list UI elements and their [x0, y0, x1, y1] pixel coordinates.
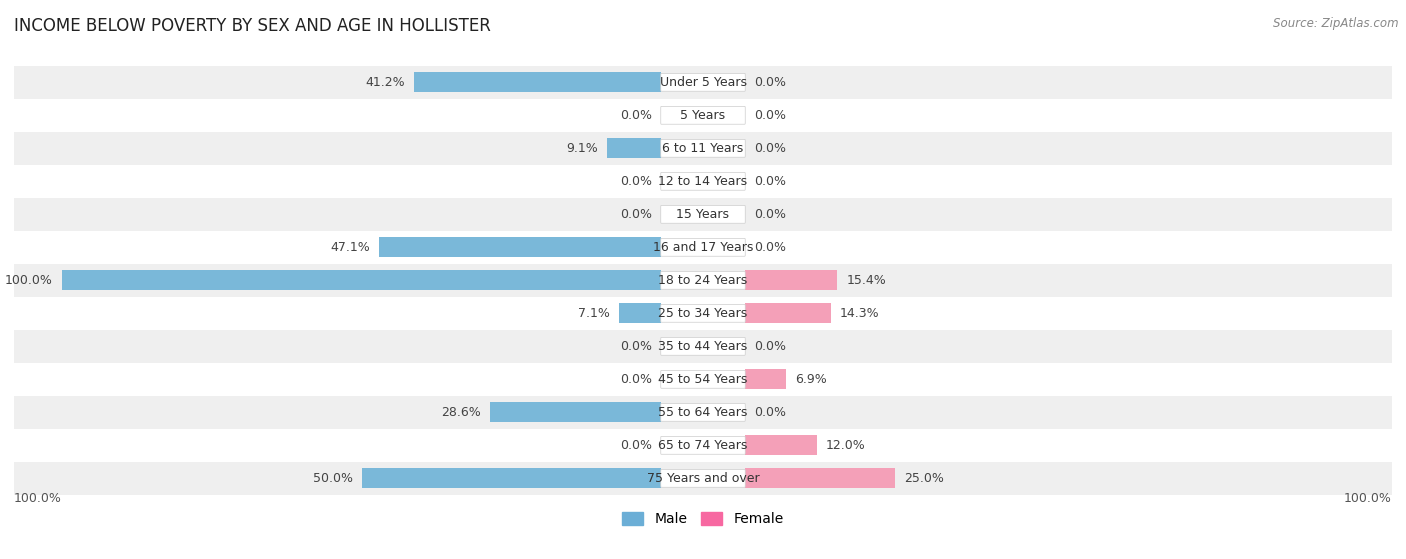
Text: 50.0%: 50.0% [312, 472, 353, 485]
Bar [745, 304, 831, 323]
Bar [14, 132, 1392, 165]
Text: 0.0%: 0.0% [754, 175, 786, 188]
Bar [745, 435, 817, 455]
Bar [14, 462, 1392, 495]
Text: 41.2%: 41.2% [366, 76, 405, 89]
Bar [489, 402, 661, 422]
Text: 47.1%: 47.1% [330, 241, 370, 254]
Text: 16 and 17 Years: 16 and 17 Years [652, 241, 754, 254]
Bar [745, 369, 786, 389]
Text: 18 to 24 Years: 18 to 24 Years [658, 274, 748, 287]
FancyBboxPatch shape [661, 305, 745, 322]
Text: 14.3%: 14.3% [839, 307, 879, 320]
Bar [14, 396, 1392, 429]
Bar [14, 198, 1392, 231]
Bar [14, 363, 1392, 396]
Text: 0.0%: 0.0% [620, 373, 652, 386]
Text: 100.0%: 100.0% [6, 274, 53, 287]
Text: 0.0%: 0.0% [754, 208, 786, 221]
Text: 0.0%: 0.0% [620, 175, 652, 188]
Text: 0.0%: 0.0% [754, 241, 786, 254]
Text: 6.9%: 6.9% [796, 373, 827, 386]
Text: 7.1%: 7.1% [578, 307, 610, 320]
Text: 0.0%: 0.0% [754, 340, 786, 353]
FancyBboxPatch shape [661, 371, 745, 389]
Text: 12 to 14 Years: 12 to 14 Years [658, 175, 748, 188]
Bar [14, 429, 1392, 462]
Bar [14, 330, 1392, 363]
FancyBboxPatch shape [661, 205, 745, 223]
Bar [745, 271, 837, 290]
Text: 100.0%: 100.0% [1344, 492, 1392, 505]
Bar [14, 66, 1392, 99]
Text: 65 to 74 Years: 65 to 74 Years [658, 439, 748, 452]
Text: 15 Years: 15 Years [676, 208, 730, 221]
FancyBboxPatch shape [661, 238, 745, 256]
Text: 25.0%: 25.0% [904, 472, 943, 485]
FancyBboxPatch shape [661, 338, 745, 355]
Bar [14, 297, 1392, 330]
Text: 25 to 34 Years: 25 to 34 Years [658, 307, 748, 320]
Text: Source: ZipAtlas.com: Source: ZipAtlas.com [1274, 17, 1399, 30]
FancyBboxPatch shape [661, 437, 745, 454]
Text: 0.0%: 0.0% [620, 109, 652, 122]
FancyBboxPatch shape [661, 73, 745, 91]
FancyBboxPatch shape [661, 470, 745, 487]
Text: 15.4%: 15.4% [846, 274, 886, 287]
FancyBboxPatch shape [661, 172, 745, 190]
Bar [745, 468, 894, 488]
Text: 55 to 64 Years: 55 to 64 Years [658, 406, 748, 419]
Bar [619, 304, 661, 323]
Text: 100.0%: 100.0% [14, 492, 62, 505]
Text: 0.0%: 0.0% [620, 208, 652, 221]
Bar [62, 271, 661, 290]
Text: 75 Years and over: 75 Years and over [647, 472, 759, 485]
FancyBboxPatch shape [661, 272, 745, 289]
FancyBboxPatch shape [661, 404, 745, 421]
Bar [415, 73, 661, 92]
FancyBboxPatch shape [661, 139, 745, 157]
Text: 0.0%: 0.0% [754, 109, 786, 122]
Text: 0.0%: 0.0% [754, 142, 786, 155]
Text: 9.1%: 9.1% [565, 142, 598, 155]
Text: 0.0%: 0.0% [754, 406, 786, 419]
Text: 28.6%: 28.6% [441, 406, 481, 419]
Text: 5 Years: 5 Years [681, 109, 725, 122]
Bar [361, 468, 661, 488]
Text: Under 5 Years: Under 5 Years [659, 76, 747, 89]
Text: 0.0%: 0.0% [620, 439, 652, 452]
Bar [14, 231, 1392, 264]
Bar [606, 139, 661, 158]
Bar [14, 264, 1392, 297]
Text: 6 to 11 Years: 6 to 11 Years [662, 142, 744, 155]
Bar [14, 99, 1392, 132]
Text: INCOME BELOW POVERTY BY SEX AND AGE IN HOLLISTER: INCOME BELOW POVERTY BY SEX AND AGE IN H… [14, 17, 491, 35]
Text: 0.0%: 0.0% [754, 76, 786, 89]
Text: 12.0%: 12.0% [825, 439, 866, 452]
Text: 0.0%: 0.0% [620, 340, 652, 353]
Bar [14, 165, 1392, 198]
Text: 45 to 54 Years: 45 to 54 Years [658, 373, 748, 386]
Legend: Male, Female: Male, Female [617, 507, 789, 532]
FancyBboxPatch shape [661, 106, 745, 124]
Bar [378, 238, 661, 257]
Text: 35 to 44 Years: 35 to 44 Years [658, 340, 748, 353]
